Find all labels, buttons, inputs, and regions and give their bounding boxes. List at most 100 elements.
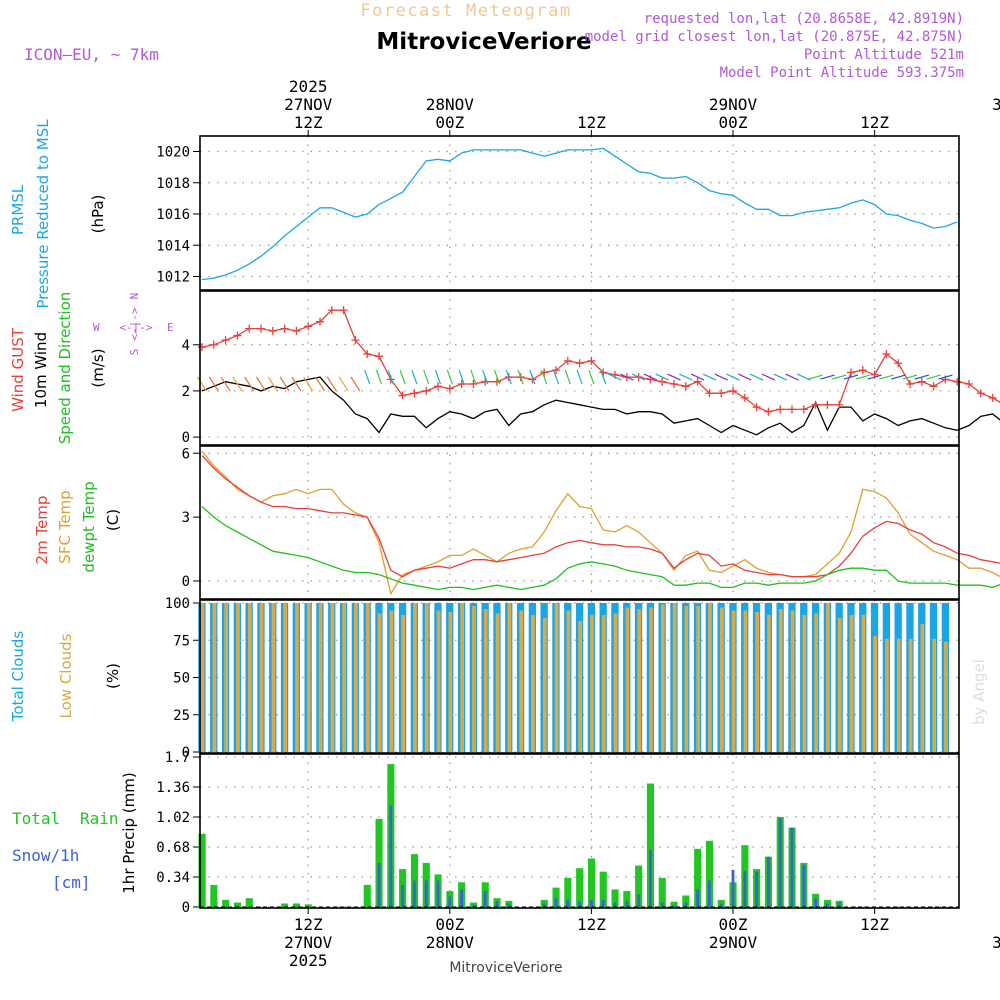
wind-direction-arrow — [738, 373, 752, 381]
precip-snow-bar — [448, 896, 452, 907]
wind-direction-arrow — [714, 373, 728, 381]
clouds-low-bar — [519, 610, 523, 752]
precip-rain-bar — [717, 899, 725, 907]
precip-snow-bar — [401, 884, 404, 907]
wind-direction-arrow — [423, 369, 430, 385]
temp-unit: (C) — [104, 509, 122, 531]
compass-w: W — [93, 321, 100, 334]
wind-gust-title: Wind GUST — [9, 327, 27, 412]
wind-gust-point — [457, 380, 466, 388]
wind-gust-point — [292, 326, 301, 335]
wind-direction-arrow — [470, 369, 477, 385]
precip-rain-bar — [363, 884, 371, 907]
wind-direction-arrow — [411, 369, 418, 385]
precip-ytick-label: 0.68 — [156, 840, 190, 856]
clouds-low-bar — [861, 614, 866, 752]
bottom-tick-hour: 12Z — [577, 915, 606, 934]
wind-direction-arrow — [902, 374, 918, 380]
clouds-low-bar — [625, 607, 630, 752]
clouds-low-bar — [413, 603, 417, 752]
precip-rain-bar — [304, 904, 312, 907]
wind-direction-arrow — [552, 369, 560, 385]
precip-unit: 1hr Precip (mm) — [120, 772, 138, 893]
wind-gust-point — [740, 393, 749, 402]
wind-direction-arrow — [326, 376, 337, 392]
wind-direction-arrow — [843, 374, 859, 380]
wind-frame — [199, 290, 960, 446]
top-time-axis: 202527NOV12Z28NOV00Z12Z29NOV00Z12Z30NOV0… — [284, 77, 1000, 136]
top-tick-year: 2025 — [289, 77, 328, 96]
pressure-ytick-label: 1012 — [156, 270, 190, 286]
temp-ytick-label: 0 — [182, 574, 190, 590]
watermark: by Angel — [970, 659, 988, 725]
clouds-low-bar — [507, 603, 512, 752]
wind-gust-point — [835, 400, 844, 409]
precip-snow-bar — [542, 903, 546, 907]
wind-gust-point — [882, 350, 891, 358]
wind-direction-arrow — [220, 376, 231, 392]
precip-snow-bar — [778, 817, 782, 907]
wind-gust-point — [599, 368, 608, 377]
wind-direction-arrow — [600, 369, 607, 385]
precip-snow-bar — [660, 902, 664, 907]
bottom-tick-date: 29NOV — [709, 933, 758, 952]
wind-gust-point — [929, 382, 938, 391]
wind-gust-point — [799, 405, 808, 414]
clouds-low-bar — [401, 614, 405, 752]
wind-unit: (m/s) — [89, 348, 107, 387]
precip-rain-bar — [540, 899, 548, 907]
compass-n: N — [128, 293, 141, 300]
clouds-low-bar — [542, 617, 547, 752]
wind-direction-arrow — [832, 374, 847, 380]
wind-gust-point — [811, 400, 820, 409]
precip-panel: 0 0.34 0.68 1.02 1.36 1.7 — [156, 750, 960, 916]
precip-frame — [199, 753, 960, 909]
precip-snow-bar — [601, 899, 605, 907]
wind-gust-line — [201, 309, 1000, 413]
temp-frame — [199, 445, 960, 600]
wind-gust-point — [221, 336, 230, 345]
temp-sfc-line — [201, 450, 1000, 596]
top-tick-hour: 00Z — [719, 113, 748, 132]
bottom-time-axis: 12Z27NOV202500Z28NOV12Z00Z29NOV12Z00Z30N… — [284, 908, 1000, 970]
clouds-low-bar — [660, 604, 665, 752]
wind-gust-point — [894, 359, 903, 368]
wind-gust-point — [847, 368, 855, 377]
wind-direction-arrow — [891, 374, 906, 380]
wind-gust-point — [422, 386, 431, 395]
top-tick-hour: 12Z — [577, 113, 606, 132]
top-tick-date: 28NOV — [426, 95, 475, 114]
clouds-low-bar — [377, 613, 382, 752]
precip-rain-bar — [564, 877, 572, 907]
wind-direction-arrow — [588, 369, 595, 385]
pressure-series-line — [201, 147, 958, 281]
clouds-frame — [199, 599, 960, 754]
footer-location: MitroviceVeriore — [449, 960, 562, 976]
precip-snow-bar — [554, 898, 558, 907]
precip-rain-bar — [611, 889, 619, 907]
wind-gust-point — [976, 389, 985, 398]
precip-snow-bar — [483, 891, 487, 907]
clouds-low-bar — [826, 603, 830, 752]
clouds-low-bar — [896, 638, 901, 752]
precip-snow-bar — [802, 864, 806, 907]
wind-direction-arrow — [517, 369, 524, 385]
clouds-low-bar — [767, 614, 771, 752]
wind-gust-point — [327, 306, 336, 315]
clouds-low-bar — [247, 603, 252, 752]
closest-coords: model grid closest lon,lat (20.875E, 42.… — [585, 29, 964, 45]
wind-direction-arrow — [655, 373, 669, 381]
precip-snow-bar — [814, 898, 817, 907]
clouds-low-bar — [932, 638, 936, 752]
wind-direction-arrow — [726, 373, 740, 381]
precip-snow-bar — [590, 899, 593, 907]
clouds-low-bar — [460, 603, 464, 752]
precip-snow-bar — [837, 902, 841, 907]
pressure-panel: 1012 1014 1016 1018 1020 — [156, 135, 960, 291]
wind-direction-arrow — [564, 369, 571, 385]
clouds-low-bar — [436, 610, 441, 752]
wind-direction-arrow — [702, 373, 717, 381]
clouds-low-bar — [743, 610, 748, 752]
clouds-low-bar — [672, 603, 677, 752]
requested-coords: requested lon,lat (20.8658E, 42.8919N) — [644, 11, 964, 27]
